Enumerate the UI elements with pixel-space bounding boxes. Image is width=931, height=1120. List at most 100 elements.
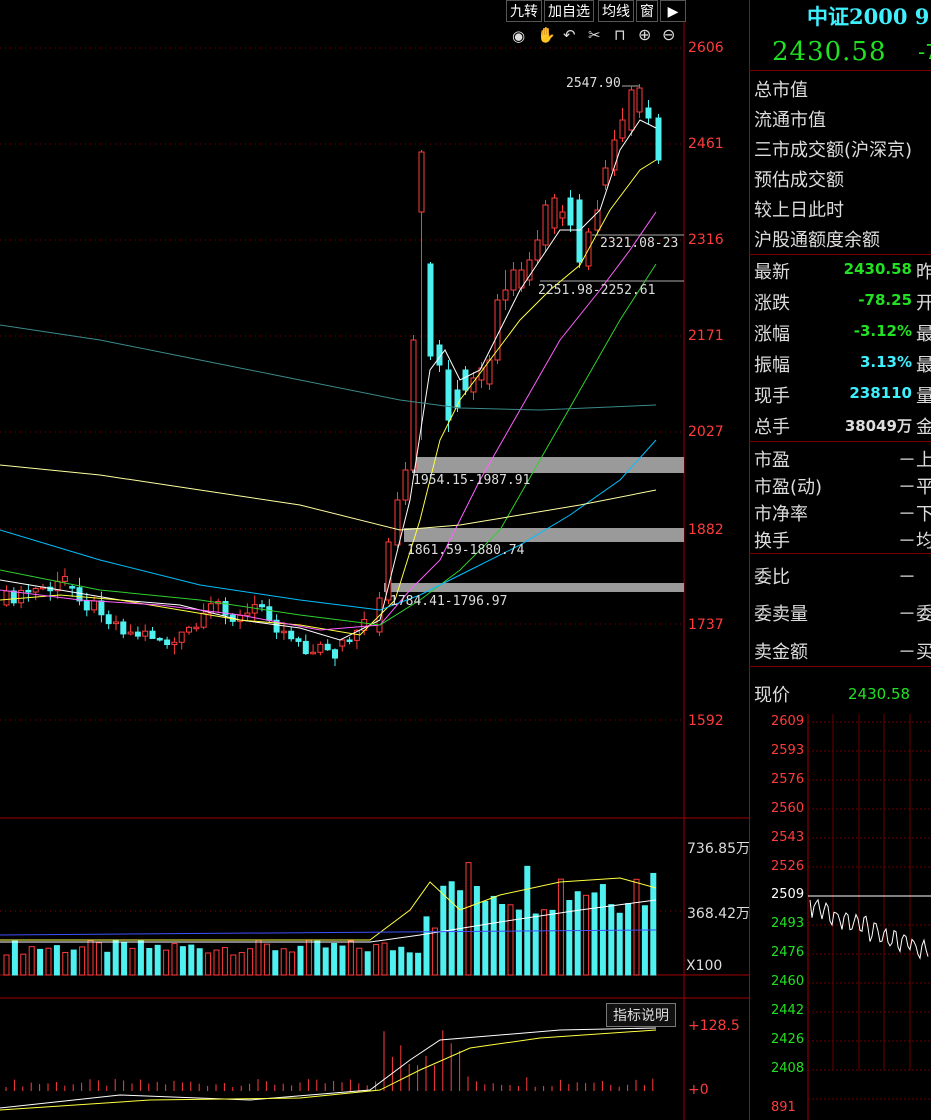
volume-bar — [356, 947, 363, 976]
order-row-sell-volume: 委卖量 －委 — [754, 604, 931, 625]
indicator-line — [0, 1027, 657, 1109]
price-tick: 2316 — [688, 232, 724, 248]
candle-body — [273, 619, 280, 633]
add-watch-button[interactable]: 加自选 — [544, 0, 594, 22]
collapse-arrow-icon[interactable]: ▶ — [660, 0, 686, 22]
price-tick: 1737 — [688, 617, 724, 633]
mini-chart-tick: 2543 — [771, 829, 805, 845]
candle-body — [310, 651, 317, 655]
volume-bar — [137, 940, 144, 976]
candle-body — [655, 117, 662, 161]
volume-bar — [314, 940, 321, 976]
candle-body — [332, 649, 338, 659]
volume-tick: 736.85万 — [687, 841, 750, 857]
candle-body — [76, 587, 83, 602]
volume-bar — [322, 947, 329, 976]
candle-body — [18, 589, 25, 604]
candle-body — [502, 289, 509, 301]
gap-zone — [384, 583, 684, 592]
ma-line-button[interactable]: 均线 — [598, 0, 634, 22]
volume-bar — [650, 872, 657, 976]
volume-bar — [415, 952, 422, 976]
indicator-help-button[interactable]: 指标说明 — [606, 1003, 676, 1027]
volume-bar — [641, 905, 648, 976]
volume-bar — [188, 944, 195, 976]
candle-body — [534, 239, 541, 261]
zoom-out-icon[interactable]: ⊖ — [662, 25, 676, 44]
candle-body — [436, 344, 443, 366]
volume-bar — [196, 948, 203, 976]
volume-bar — [406, 952, 413, 976]
candle-body — [510, 269, 517, 291]
volume-bar — [121, 942, 128, 976]
volume-bar — [347, 940, 354, 976]
mini-chart-tick: 2609 — [771, 714, 805, 729]
candle-body — [611, 139, 618, 171]
volume-bar — [599, 884, 606, 976]
nine-turn-button[interactable]: 九转 — [506, 0, 542, 22]
volume-bar — [154, 944, 161, 976]
info-estimated-turnover: 预估成交额 — [754, 170, 844, 191]
scissors-icon[interactable]: ✂ — [588, 26, 601, 44]
volume-bar — [431, 927, 438, 976]
divider — [749, 441, 931, 442]
volume-bar — [146, 947, 153, 976]
ma-year-line — [0, 324, 657, 411]
candle-body — [164, 639, 171, 646]
mini-chart-tick: 2460 — [771, 974, 805, 990]
zoom-in-icon[interactable]: ⊕ — [638, 25, 652, 44]
candle-body — [418, 151, 425, 213]
hand-icon[interactable]: ✋ — [537, 26, 556, 44]
ma-long-line — [0, 464, 657, 531]
ratio-row-pe: 市盈 －上 — [754, 450, 931, 471]
ratio-row-pb: 市净率 －下 — [754, 504, 931, 525]
eye-icon[interactable]: ◉ — [512, 27, 526, 45]
volume-bar — [339, 945, 346, 976]
indicator-tick: +0 — [688, 1082, 709, 1098]
volume-bar — [79, 946, 86, 976]
mini-chart-tick: 2408 — [771, 1060, 805, 1076]
volume-bar — [280, 948, 287, 976]
gap-zone — [412, 457, 684, 473]
info-float-mv: 流通市值 — [754, 110, 826, 131]
quote-row-current-hand: 现手 238110 量 — [754, 384, 931, 407]
order-row-ratio: 委比 － — [754, 567, 916, 588]
volume-bar — [507, 904, 514, 976]
candle-body — [324, 643, 331, 651]
high-annotation: 2547.90 — [566, 76, 621, 91]
volume-bar — [574, 891, 581, 976]
gap-annotation: 2251.98-2252.61 — [538, 283, 656, 298]
volume-tick: 368.42万 — [687, 906, 750, 922]
mini-chart-tick: 2593 — [771, 742, 805, 758]
candle-body — [156, 637, 163, 641]
candle-body — [186, 626, 192, 633]
volume-ma-line — [0, 877, 657, 941]
candle-body — [149, 630, 156, 639]
lock-icon[interactable]: ⊓ — [614, 26, 626, 44]
info-total-mv: 总市值 — [754, 80, 808, 101]
quote-row-pct: 涨幅 -3.12% 最 — [754, 322, 931, 345]
mini-price-line — [809, 898, 929, 960]
mini-chart-tick: 2426 — [771, 1031, 805, 1047]
volume-bar — [263, 943, 270, 976]
candle-body — [339, 639, 346, 647]
candle-body — [302, 640, 309, 655]
candle-body — [636, 87, 643, 113]
volume-bar — [238, 952, 245, 976]
candle-body — [542, 204, 549, 246]
kline-chart[interactable] — [0, 0, 749, 1120]
candle-body — [295, 638, 302, 642]
volume-bar — [490, 895, 497, 976]
volume-bar — [129, 947, 136, 976]
undo-icon[interactable]: ↶ — [563, 26, 576, 44]
volume-bar — [53, 945, 60, 976]
candle-body — [402, 469, 409, 501]
volume-bar — [3, 954, 10, 976]
mini-chart-tick: 2493 — [771, 916, 805, 932]
price-tick: 2461 — [688, 136, 724, 152]
candle-body — [559, 211, 566, 219]
window-button[interactable]: 窗 — [636, 0, 658, 22]
candle-body — [526, 259, 533, 281]
volume-bar — [179, 946, 186, 976]
